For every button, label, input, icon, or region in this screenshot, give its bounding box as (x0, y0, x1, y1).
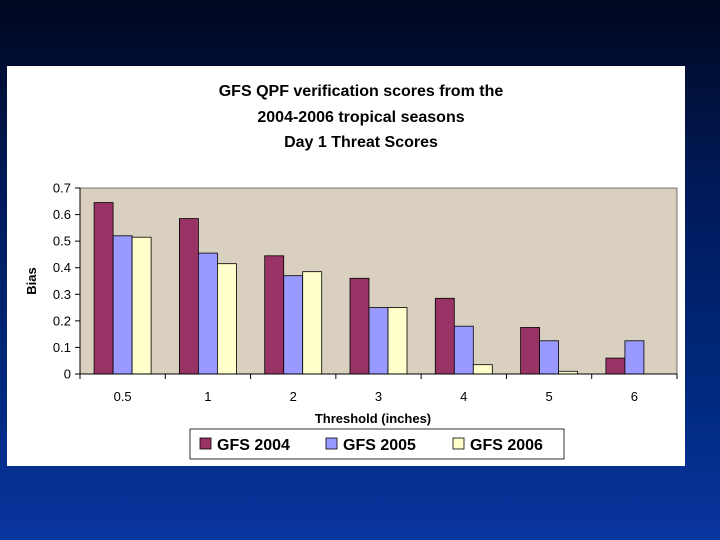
chart-title-line-2: 2004-2006 tropical seasons (257, 109, 464, 126)
bar-gfs-2004-1 (178, 218, 199, 375)
legend-label: GFS 2004 (217, 437, 290, 454)
bar-gfs-2005-2 (283, 275, 304, 375)
x-tick-label: 1 (204, 389, 211, 404)
bar-gfs-2004-6 (605, 357, 626, 375)
bias-bar-chart: GFS QPF verification scores from the 200… (24, 83, 678, 460)
chart-title-line-3: Day 1 Threat Scores (284, 134, 438, 151)
y-tick-label: 0.7 (53, 181, 71, 196)
bar-gfs-2004-4 (434, 297, 455, 375)
y-tick-label: 0.2 (53, 313, 71, 328)
y-tick-label: 0.3 (53, 287, 71, 302)
bar-gfs-2005-6 (624, 340, 645, 375)
bar-gfs-2006-4 (472, 364, 493, 375)
bar-gfs-2004-0_5 (93, 202, 114, 375)
chart-panel: GFS QPF verification scores from the 200… (7, 66, 685, 466)
x-tick-label: 6 (631, 389, 638, 404)
y-tick-label: 0.1 (53, 340, 71, 355)
y-tick-label: 0 (64, 367, 71, 382)
bar-gfs-2005-4 (453, 325, 474, 375)
legend: GFS 2004 GFS 2005 GFS 2006 (189, 428, 565, 460)
x-tick-label: 3 (375, 389, 382, 404)
bar-gfs-2006-0_5 (131, 236, 152, 375)
x-tick-label: 4 (460, 389, 467, 404)
axes-group: 0 0.1 0.2 0.3 0.4 0.5 0.6 0.7 0.5 1 2 3 4 5 6 (53, 181, 678, 404)
legend-label: GFS 2005 (343, 437, 416, 454)
y-tick-label: 0.4 (53, 260, 71, 275)
legend-swatch (325, 437, 338, 450)
chart-title-line-1: GFS QPF verification scores from the (219, 83, 504, 100)
legend-swatch (199, 437, 212, 450)
bar-gfs-2004-5 (520, 327, 540, 375)
y-tick-label: 0.6 (53, 207, 71, 222)
x-axis-title: Threshold (inches) (315, 411, 431, 426)
x-tick-label: 0.5 (114, 389, 132, 404)
bar-gfs-2005-0_5 (112, 235, 133, 375)
x-tick-label: 2 (290, 389, 297, 404)
y-axis-title: Bias (24, 267, 39, 294)
bar-gfs-2006-1 (216, 263, 237, 375)
bar-gfs-2005-5 (539, 340, 559, 375)
bar-gfs-2006-3 (387, 307, 408, 375)
bar-gfs-2005-1 (197, 252, 218, 375)
legend-swatch (452, 437, 465, 450)
chart-title: GFS QPF verification scores from the 200… (219, 83, 504, 151)
bar-gfs-2006-2 (302, 271, 323, 375)
y-tick-label: 0.5 (53, 234, 71, 249)
legend-label: GFS 2006 (470, 437, 543, 454)
bars-group (93, 202, 645, 375)
x-tick-label: 5 (545, 389, 552, 404)
bar-gfs-2004-2 (264, 255, 285, 375)
bar-gfs-2005-3 (368, 307, 389, 375)
bar-gfs-2004-3 (349, 277, 370, 375)
legend-box (189, 428, 565, 460)
